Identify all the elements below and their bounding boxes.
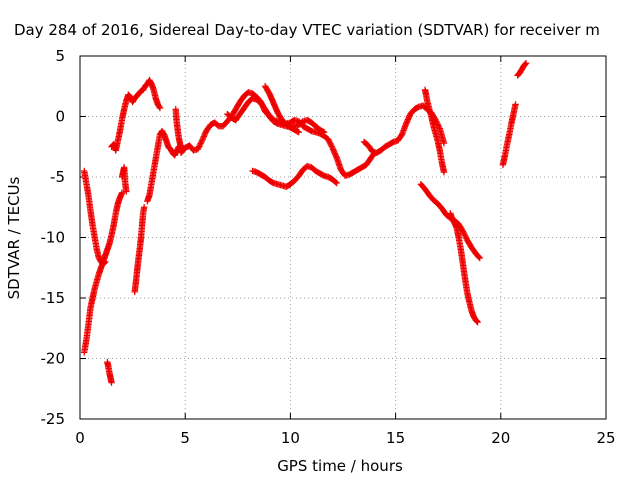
plus-marker	[197, 140, 204, 147]
plus-marker	[196, 141, 204, 149]
plus-marker	[332, 151, 339, 159]
x-tick-label: 0	[75, 429, 85, 447]
plus-marker	[405, 113, 413, 121]
y-tick-label: -20	[41, 350, 66, 368]
plus-marker	[329, 146, 337, 153]
plus-marker	[108, 379, 115, 386]
data-series-12	[249, 162, 340, 190]
grid-lines	[80, 56, 606, 419]
plus-marker	[474, 319, 481, 326]
plus-marker	[196, 143, 203, 150]
plus-marker	[404, 117, 411, 125]
plus-marker	[118, 189, 126, 196]
plus-marker	[198, 137, 206, 144]
y-tick-label: 5	[55, 47, 65, 65]
plus-marker	[320, 129, 328, 136]
plus-marker	[201, 131, 208, 139]
plot-frame	[79, 55, 607, 420]
data-series-11	[261, 83, 303, 136]
plus-marker	[473, 318, 481, 325]
x-tick-label: 5	[180, 429, 190, 447]
plus-marker	[329, 144, 336, 152]
plus-marker	[475, 253, 483, 261]
plus-marker	[195, 144, 202, 151]
plus-marker	[403, 119, 410, 126]
plus-marker	[333, 179, 340, 187]
plus-marker	[459, 228, 467, 235]
plus-marker	[331, 150, 339, 157]
tick-labels: 0 5 10 15 20 25 5 0 -5 -10 -15 -20 -25	[41, 47, 616, 447]
plus-marker	[462, 233, 469, 241]
data-series-9	[177, 89, 378, 179]
plus-marker	[405, 115, 412, 122]
plus-marker	[332, 178, 339, 186]
axis-ticks	[79, 55, 607, 420]
plus-marker	[327, 140, 334, 147]
plus-marker	[156, 104, 164, 112]
y-tick-label: -5	[50, 168, 65, 186]
plus-marker	[200, 133, 208, 140]
data-series-2	[81, 189, 126, 356]
data-series-13	[360, 102, 448, 156]
plus-marker	[402, 120, 410, 127]
plus-marker	[123, 188, 130, 195]
data-series-16	[447, 210, 481, 326]
plus-marker	[440, 139, 448, 147]
plus-marker	[522, 60, 530, 67]
plus-marker	[198, 138, 205, 146]
plus-marker	[194, 145, 202, 153]
x-tick-label: 15	[386, 429, 405, 447]
data-series-6	[131, 204, 148, 296]
data-series-4	[108, 77, 164, 154]
plus-marker	[440, 168, 448, 176]
x-axis-label: GPS time / hours	[277, 457, 403, 475]
y-axis-label: SDTVAR / TECUs	[5, 176, 23, 299]
plus-marker	[512, 101, 519, 108]
x-tick-label: 25	[596, 429, 615, 447]
data-series-3	[104, 358, 115, 386]
chart-title: Day 284 of 2016, Sidereal Day-to-day VTE…	[14, 21, 600, 39]
plus-marker	[461, 231, 468, 238]
data-series-15	[417, 181, 483, 262]
data-series-5	[118, 164, 130, 195]
data-series-8	[172, 106, 185, 152]
plus-marker	[325, 136, 332, 143]
plus-marker	[522, 60, 529, 68]
plus-marker	[294, 128, 301, 135]
plus-marker	[201, 130, 209, 137]
plus-marker	[404, 116, 412, 123]
plus-marker	[199, 136, 206, 143]
plus-marker	[326, 139, 333, 146]
plus-marker	[200, 134, 207, 142]
data-series-17	[499, 101, 519, 169]
y-tick-label: -25	[41, 410, 66, 428]
plus-marker	[461, 232, 469, 239]
plus-marker	[325, 137, 333, 145]
y-tick-label: -15	[41, 289, 66, 307]
plus-marker	[327, 141, 335, 149]
plus-marker	[460, 229, 467, 237]
plus-marker	[140, 204, 148, 211]
plus-marker	[328, 143, 335, 150]
x-tick-label: 20	[491, 429, 510, 447]
y-tick-label: -10	[41, 229, 66, 247]
data-markers	[81, 60, 530, 386]
data-series-14	[421, 86, 448, 176]
x-tick-label: 10	[281, 429, 300, 447]
plus-marker	[319, 128, 327, 135]
plus-marker	[331, 148, 338, 156]
plus-marker	[156, 103, 163, 111]
plus-marker	[295, 129, 303, 136]
plus-marker	[476, 254, 483, 262]
plus-marker	[330, 147, 337, 154]
data-series-18	[514, 60, 530, 79]
y-tick-label: 0	[55, 108, 65, 126]
